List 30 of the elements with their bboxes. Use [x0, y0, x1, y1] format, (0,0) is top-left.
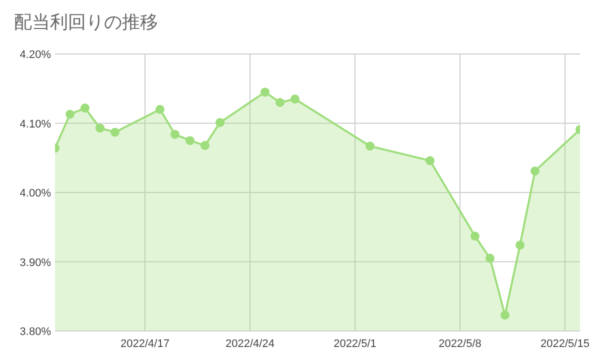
point: [516, 240, 524, 250]
point: [530, 166, 540, 176]
point: [260, 88, 270, 97]
point: [276, 98, 284, 107]
point: [500, 310, 510, 320]
y-tick-label: 4.20%: [20, 49, 52, 61]
point: [80, 104, 90, 113]
y-tick-label: 4.00%: [20, 188, 52, 200]
point: [96, 124, 104, 133]
point: [170, 130, 180, 139]
point: [290, 94, 300, 104]
point: [426, 156, 434, 166]
x-tick-label: 2022/5/1: [334, 338, 376, 350]
point: [156, 104, 164, 114]
y-tick-label: 4.10%: [20, 118, 52, 130]
x-tick-label: 2022/4/17: [120, 338, 170, 350]
y-tick-label: 3.90%: [20, 256, 52, 269]
x-tick-label: 2022/5/8: [438, 338, 482, 350]
y-tick-label: 3.80%: [20, 326, 52, 338]
chart-title: 配当利回りの推移: [14, 12, 158, 32]
x-tick-label: 2022/4/24: [226, 338, 274, 350]
point: [216, 118, 224, 128]
point: [66, 110, 74, 119]
point: [186, 136, 194, 146]
x-tick-label: 2022/5/15: [540, 338, 590, 350]
point: [366, 142, 374, 151]
point: [486, 254, 494, 263]
point: [200, 140, 210, 150]
point: [110, 128, 120, 137]
point: [470, 232, 480, 241]
